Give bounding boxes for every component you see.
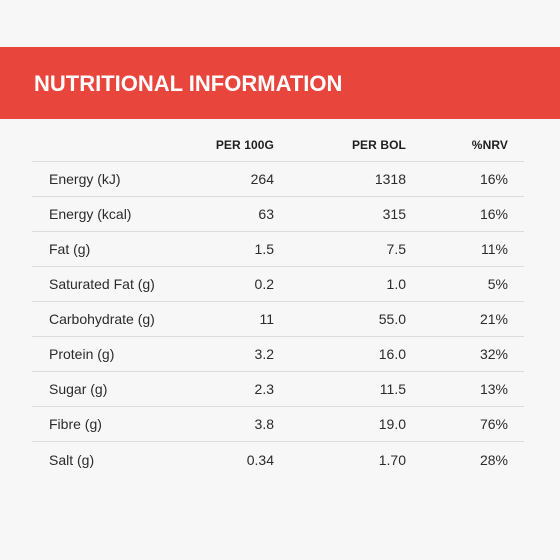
nutrition-table: PER 100G PER BOL %NRV Energy (kJ) 264 13… <box>32 128 524 477</box>
column-header-per-bol: PER BOL <box>351 137 406 152</box>
nutrient-name: Saturated Fat (g) <box>49 276 155 292</box>
value-nrv: 32% <box>479 346 508 362</box>
value-nrv: 11% <box>481 241 508 257</box>
nutrient-name: Fibre (g) <box>49 416 102 432</box>
table-row: Fat (g) 1.5 7.5 11% <box>32 232 524 267</box>
value-per-bol: 7.5 <box>386 241 406 257</box>
value-per-bol: 55.0 <box>378 311 406 327</box>
value-nrv: 16% <box>479 206 508 222</box>
table-row: Energy (kcal) 63 315 16% <box>32 197 524 232</box>
value-per-100g: 0.2 <box>254 276 274 292</box>
table-row: Fibre (g) 3.8 19.0 76% <box>32 407 524 442</box>
value-per-100g: 63 <box>258 206 274 222</box>
nutrition-header-banner: NUTRITIONAL INFORMATION <box>0 47 560 119</box>
value-per-bol: 1.70 <box>378 451 406 468</box>
page-title: NUTRITIONAL INFORMATION <box>34 71 343 96</box>
column-header-per-100g: PER 100G <box>215 137 274 152</box>
value-per-100g: 0.34 <box>246 451 274 468</box>
value-per-bol: 19.0 <box>378 416 406 432</box>
value-per-100g: 3.8 <box>254 416 274 432</box>
value-per-100g: 264 <box>250 171 274 187</box>
value-per-100g: 3.2 <box>254 346 274 362</box>
nutrient-name: Fat (g) <box>49 241 91 257</box>
value-nrv: 76% <box>479 416 508 432</box>
nutrient-name: Energy (kcal) <box>49 206 132 222</box>
value-nrv: 21% <box>479 311 508 327</box>
table-row: Salt (g) 0.34 1.70 28% <box>32 442 524 477</box>
nutrient-name: Energy (kJ) <box>49 171 121 187</box>
table-header-row: PER 100G PER BOL %NRV <box>32 128 524 162</box>
value-per-100g: 2.3 <box>254 381 274 397</box>
column-header-nrv: %NRV <box>471 137 508 152</box>
nutrient-name: Protein (g) <box>49 346 115 362</box>
value-per-100g: 1.5 <box>254 241 274 257</box>
value-per-bol: 11.5 <box>379 381 406 397</box>
value-nrv: 5% <box>487 276 508 292</box>
value-per-bol: 16.0 <box>378 346 406 362</box>
value-per-bol: 1.0 <box>386 276 406 292</box>
value-nrv: 16% <box>479 171 508 187</box>
value-per-bol: 315 <box>382 206 406 222</box>
table-row: Protein (g) 3.2 16.0 32% <box>32 337 524 372</box>
value-nrv: 13% <box>479 381 508 397</box>
table-row: Saturated Fat (g) 0.2 1.0 5% <box>32 267 524 302</box>
nutrient-name: Sugar (g) <box>49 381 108 397</box>
table-row: Energy (kJ) 264 1318 16% <box>32 162 524 197</box>
nutrient-name: Carbohydrate (g) <box>49 311 155 327</box>
value-per-bol: 1318 <box>374 171 406 187</box>
nutrient-name: Salt (g) <box>49 451 95 468</box>
value-per-100g: 11 <box>259 311 274 327</box>
table-row: Sugar (g) 2.3 11.5 13% <box>32 372 524 407</box>
table-row: Carbohydrate (g) 11 55.0 21% <box>32 302 524 337</box>
value-nrv: 28% <box>479 451 508 468</box>
